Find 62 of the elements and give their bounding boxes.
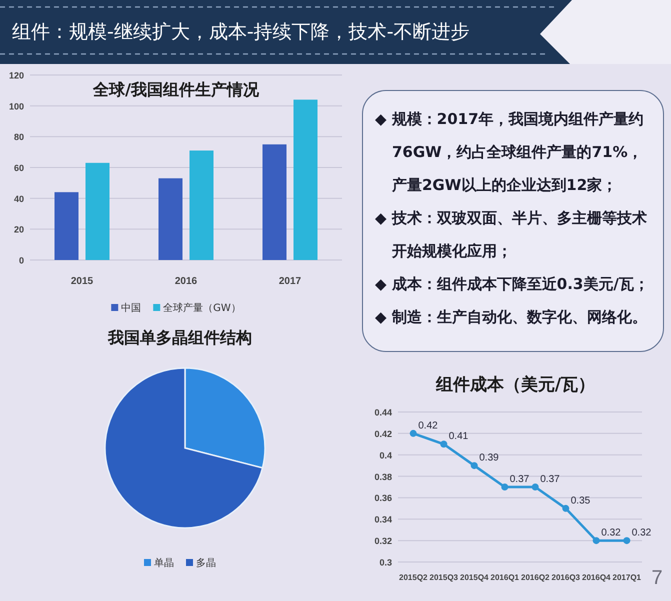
text: ◆ 技术：双玻双面、半片、多主栅等技术开始规模化应用； [375,208,648,262]
bar [54,192,78,260]
x-tick-label: 2015Q3 [430,573,459,582]
text: ◆ 成本：组件成本下降至近0.3美元/瓦； [375,274,650,295]
point [410,430,417,437]
y-tick-label: 0.32 [374,536,392,546]
y-tick-label: 40 [14,194,24,204]
x-tick-label: 2015 [70,276,94,287]
chart-title: 全球/我国组件生产情况 [92,80,260,99]
legend-label: 全球产量（GW） [163,302,241,314]
point [501,484,508,490]
data-label: 0.35 [570,495,591,506]
x-tick-label: 2015Q4 [460,573,490,582]
y-tick-label: 0.3 [379,558,392,568]
y-tick-label: 0.44 [374,408,392,418]
data-label: 0.32 [601,528,622,539]
y-tick-label: 80 [14,132,24,142]
point [532,484,539,490]
x-tick-label: 2015Q2 [399,573,428,582]
data-label: 0.37 [510,474,530,485]
bar [294,100,318,260]
y-tick-label: 0.38 [374,472,392,482]
legend-label: 中国 [121,302,142,314]
y-tick-label: 120 [8,70,24,80]
point [623,537,630,544]
data-label: 0.41 [448,431,469,442]
data-label: 0.42 [418,420,438,432]
point [440,440,448,448]
text: ◆ 规模：2017年，我国境内组件产量约76GW，约占全球组件产量的71%，产量2GW以上的企业达到12家； [375,109,645,196]
point [592,537,600,544]
bar [262,144,286,260]
x-tick-label: 2017Q1 [612,573,642,582]
point [470,462,478,470]
y-tick-label: 0.36 [374,493,392,504]
y-tick-label: 20 [14,224,24,235]
data-label: 0.39 [479,452,500,464]
y-tick-label: 0.4 [379,450,392,460]
y-tick-label: 100 [8,101,24,112]
bar [158,178,182,260]
data-label: 0.37 [540,474,560,485]
legend-label: 多晶 [196,557,216,569]
pie-slice [104,367,264,529]
y-tick-label: 0.42 [374,428,392,439]
point [562,504,570,512]
x-tick-label: 2016Q4 [582,573,612,582]
x-tick-label: 2017 [278,276,302,287]
y-tick-label: 0.34 [374,514,392,525]
text: 7 [651,567,663,589]
bar [190,150,214,260]
text: 组件：规模-继续扩大，成本-持续下降，技术-不断进步 [12,21,470,43]
bar [86,162,110,260]
data-label: 0.32 [632,528,652,539]
chart-title: 组件成本（美元/瓦） [434,375,596,395]
text: ◆ 制造：生产自动化、数字化、网络化。 [375,307,648,328]
x-tick-label: 2016Q2 [521,573,550,582]
x-tick-label: 2016 [174,276,198,287]
chart-title: 我国单多晶组件结构 [107,328,252,347]
legend-label: 单晶 [154,557,174,569]
x-tick-label: 2016Q1 [490,573,520,582]
y-tick-label: 0 [18,256,24,266]
x-tick-label: 2016Q3 [552,573,581,582]
y-tick-label: 60 [14,163,24,173]
